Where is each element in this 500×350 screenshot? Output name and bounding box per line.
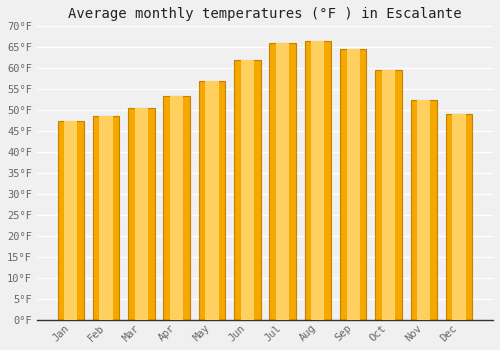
- Bar: [340, 49, 366, 320]
- Bar: [135, 108, 148, 320]
- Bar: [93, 117, 120, 320]
- Bar: [312, 41, 324, 320]
- Bar: [417, 100, 430, 320]
- Bar: [304, 41, 331, 320]
- Bar: [198, 81, 225, 320]
- Bar: [234, 60, 260, 320]
- Bar: [410, 100, 437, 320]
- Bar: [64, 121, 78, 320]
- Bar: [100, 117, 112, 320]
- Bar: [452, 114, 466, 320]
- Bar: [375, 70, 402, 320]
- Bar: [164, 96, 190, 320]
- Bar: [346, 49, 360, 320]
- Bar: [382, 70, 395, 320]
- Bar: [240, 60, 254, 320]
- Bar: [276, 43, 289, 320]
- Bar: [58, 121, 84, 320]
- Bar: [128, 108, 154, 320]
- Title: Average monthly temperatures (°F ) in Escalante: Average monthly temperatures (°F ) in Es…: [68, 7, 462, 21]
- Bar: [170, 96, 183, 320]
- Bar: [270, 43, 296, 320]
- Bar: [446, 114, 472, 320]
- Bar: [206, 81, 218, 320]
